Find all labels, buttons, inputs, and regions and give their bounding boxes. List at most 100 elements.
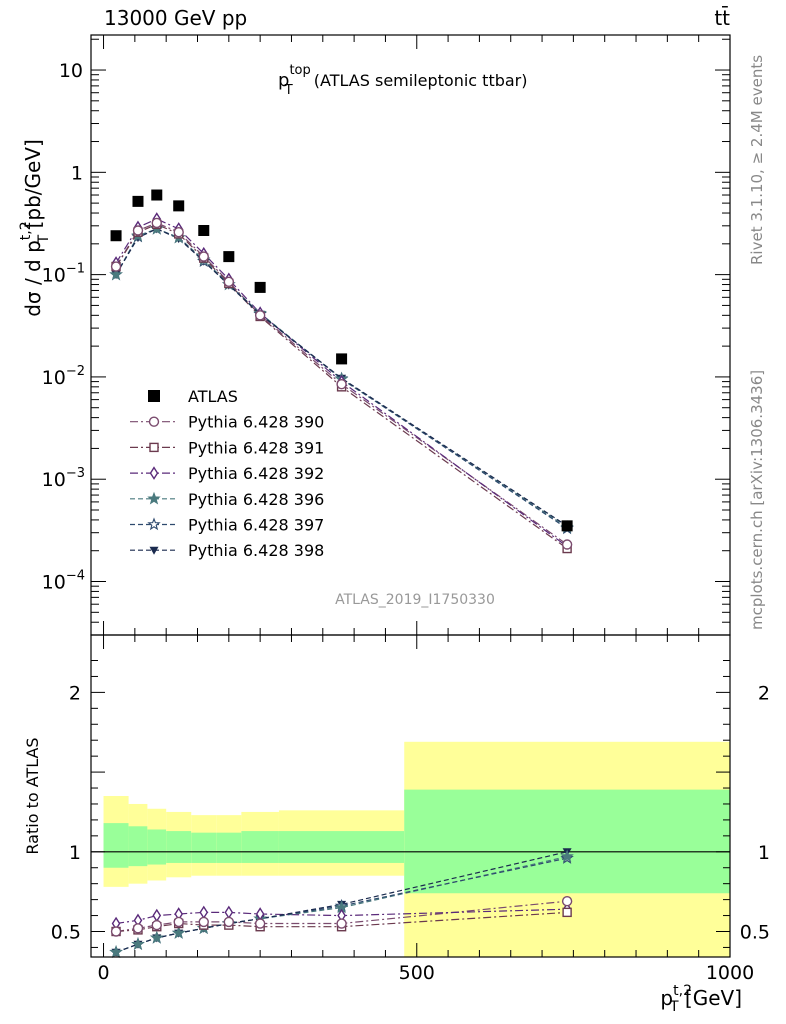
legend-marker-1 [148, 416, 160, 427]
ratio-y-tick-label-left-1: 1 [69, 842, 81, 864]
rivet-label: Rivet 3.1.10, ≥ 2.4M events [748, 55, 766, 265]
ratio-point-s0-8 [561, 896, 573, 907]
main-x-ticks [103, 35, 731, 635]
ratio-y-tick-label-left-0: 0.5 [51, 921, 81, 943]
main-point-s0-3 [173, 200, 185, 212]
ratio-point-s0-2 [151, 919, 162, 931]
main-title: ptop T (ATLAS semileptonic ttbar) [278, 63, 528, 98]
main-point-s1-3 [173, 226, 184, 238]
legend-label-6: Pythia 6.428 398 [188, 541, 324, 560]
main-series-line-3 [115, 218, 568, 547]
main-point-s0-2 [151, 189, 163, 201]
legend-label-3: Pythia 6.428 392 [188, 464, 324, 483]
ratio-point-s3-1 [131, 937, 145, 950]
ratio-point-s3-8 [560, 849, 574, 863]
ratio-y-ticks: 0.5 0.5 1 1 2 2 [51, 660, 770, 948]
ratio-y-tick-label-right-2: 2 [758, 682, 770, 704]
ratio-series-line-2 [116, 908, 568, 925]
ratio-y-tick-label-right-1: 1 [758, 842, 770, 864]
inner-band-bin-8 [404, 789, 730, 894]
main-series-line-1 [115, 222, 568, 545]
ratio-point-s3-2 [150, 930, 164, 944]
ratio-point-s0-4 [198, 916, 209, 928]
x-tick-label-2: 1000 [706, 962, 754, 984]
legend-marker-5 [147, 517, 161, 531]
legend-marker-6 [149, 546, 159, 555]
inner-band-bin-2 [147, 829, 167, 865]
ratio-point-s0-5 [223, 916, 235, 928]
ratio-point-s3-0 [109, 945, 123, 958]
inner-band-bin-1 [128, 826, 148, 867]
energy-label: 13000 GeV pp [104, 6, 247, 30]
legend-marker-4 [147, 491, 161, 505]
main-point-s0-1 [132, 195, 144, 207]
ratio-y-axis-label: Ratio to ATLAS [23, 737, 42, 854]
ratio-point-s2-4 [199, 905, 209, 920]
main-point-s1-1 [132, 225, 144, 236]
main-y-tick-label-5: 10−4 [42, 569, 85, 594]
ratio-panel: 0.5 0.5 1 1 2 2 0 500 1000 Ratio to ATLAS pt,2 T… [23, 634, 770, 1015]
main-point-s0-8 [561, 520, 573, 532]
main-point-s1-2 [151, 217, 162, 229]
analysis-label: ATLAS_2019_I1750330 [335, 592, 495, 608]
inner-band-bin-6 [241, 831, 279, 863]
legend-label-0: ATLAS [188, 387, 238, 406]
main-plot-area [109, 189, 574, 554]
ratio-point-s0-0 [110, 926, 122, 937]
main-point-s0-7 [336, 353, 348, 365]
legend-label-5: Pythia 6.428 397 [188, 516, 324, 535]
legend-label-1: Pythia 6.428 390 [188, 413, 324, 432]
main-frame [90, 34, 731, 636]
main-point-s1-0 [110, 261, 122, 272]
legend-marker-3 [149, 466, 159, 480]
inner-band-bin-5 [216, 832, 242, 863]
ratio-bands [103, 741, 730, 957]
x-axis-label: pt,2 T [GeV] [660, 983, 742, 1015]
main-point-s0-0 [110, 230, 122, 242]
legend-marker-0 [148, 390, 160, 402]
main-point-s4-0 [109, 267, 123, 281]
mcplots-label: mcplots.cern.ch [arXiv:1306.3436] [748, 370, 766, 630]
legend: ATLAS Pythia 6.428 390 Pythia 6.428 391 Pyt… [130, 387, 324, 560]
inner-band-bin-4 [191, 832, 217, 863]
legend-marker-2 [149, 442, 159, 453]
legend-label-4: Pythia 6.428 396 [188, 490, 324, 509]
main-panel: 10 1 10−1 10−2 10−3 10−4 ptop T (ATLAS semilep… [18, 34, 731, 636]
ratio-series-line-0 [116, 900, 568, 933]
x-tick-label-0: 0 [97, 962, 109, 984]
main-y-tick-label-4: 10−3 [42, 466, 85, 491]
ratio-point-s3-3 [171, 926, 186, 939]
main-point-s1-7 [336, 378, 347, 390]
main-y-tick-label-1: 1 [71, 162, 83, 184]
main-point-s1-6 [254, 310, 266, 321]
ratio-point-s2-5 [224, 905, 234, 920]
main-point-s0-5 [223, 251, 235, 263]
ratio-series-line-1 [116, 911, 568, 933]
ratio-point-s0-3 [173, 916, 184, 928]
main-point-s1-4 [198, 251, 209, 262]
inner-band-bin-3 [166, 831, 192, 863]
process-label: tt̄ [714, 5, 730, 30]
legend-label-2: Pythia 6.428 391 [188, 438, 324, 457]
main-y-ticks: 10 1 10−1 10−2 10−3 10−4 [42, 38, 730, 636]
ratio-y-tick-label-right-0: 0.5 [740, 921, 770, 943]
ratio-frame [90, 634, 731, 958]
main-y-tick-label-2: 10−1 [42, 262, 85, 287]
main-point-s0-6 [254, 281, 266, 293]
ratio-point-s2-2 [152, 908, 162, 923]
main-y-tick-label-0: 10 [59, 60, 83, 82]
main-point-s0-4 [198, 224, 210, 236]
ratio-y-tick-label-left-2: 2 [69, 682, 81, 704]
ratio-point-s0-6 [254, 918, 266, 929]
ratio-plot-area [91, 741, 730, 958]
ratio-x-ticks: 0 500 1000 [97, 635, 754, 984]
ratio-point-s0-1 [132, 923, 144, 934]
inner-band-bin-7 [278, 831, 405, 863]
x-tick-label-1: 500 [399, 962, 435, 984]
main-point-s1-8 [561, 539, 573, 550]
main-y-tick-label-3: 10−2 [42, 364, 85, 389]
main-point-s1-5 [223, 276, 235, 288]
ratio-point-s1-8 [562, 907, 572, 918]
ratio-point-s0-7 [336, 918, 347, 929]
